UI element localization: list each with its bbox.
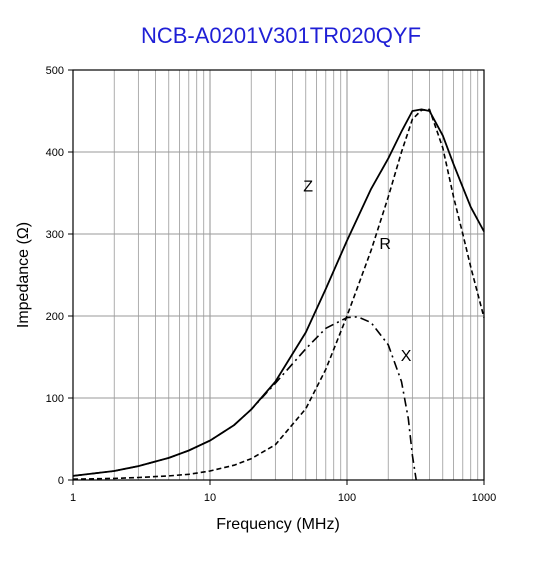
x-axis-label: Frequency (MHz) bbox=[216, 516, 340, 533]
y-tick-label: 200 bbox=[46, 311, 64, 323]
series-label-z: Z bbox=[303, 178, 313, 195]
x-tick-label: 10 bbox=[204, 492, 216, 504]
chart-title: NCB-A0201V301TR020QYF bbox=[141, 23, 421, 48]
series-lines bbox=[72, 108, 485, 481]
series-label-x: X bbox=[401, 348, 412, 365]
series-line-r bbox=[72, 108, 485, 480]
y-tick-label: 100 bbox=[46, 393, 64, 405]
x-tick-label: 1000 bbox=[472, 492, 496, 504]
axis-ticks: 1 10 100 1000 0 100 200 300 400 500 bbox=[46, 65, 497, 504]
series-line-z bbox=[72, 108, 485, 477]
y-tick-label: 400 bbox=[46, 147, 64, 159]
y-tick-label: 300 bbox=[46, 229, 64, 241]
series-line-x bbox=[72, 315, 417, 481]
x-tick-label: 100 bbox=[338, 492, 356, 504]
series-label-r: R bbox=[379, 236, 391, 253]
y-tick-label: 0 bbox=[58, 475, 64, 487]
x-tick-label: 1 bbox=[70, 492, 76, 504]
series-labels: Z R X bbox=[303, 178, 412, 365]
y-tick-label: 500 bbox=[46, 65, 64, 77]
chart-grid bbox=[73, 70, 484, 480]
y-axis-label: Impedance (Ω) bbox=[15, 222, 32, 328]
plot-area bbox=[72, 69, 485, 481]
